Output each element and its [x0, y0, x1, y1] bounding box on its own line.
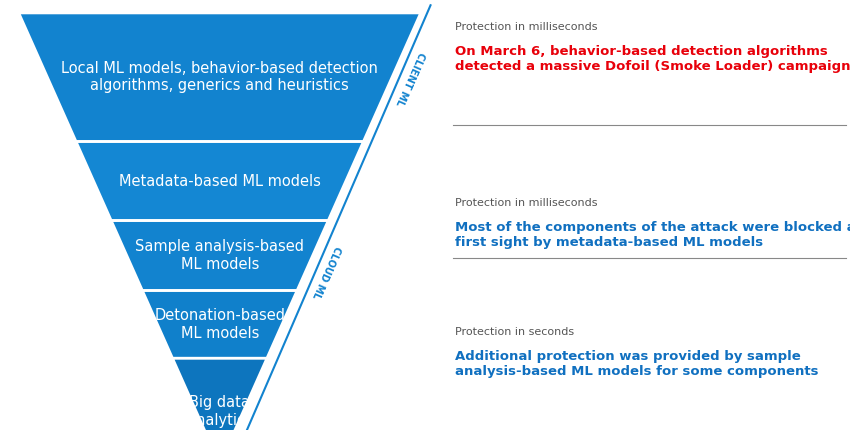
- Text: On March 6, behavior-based detection algorithms
detected a massive Dofoil (Smoke: On March 6, behavior-based detection alg…: [455, 45, 850, 73]
- Polygon shape: [76, 141, 364, 221]
- Text: Protection in milliseconds: Protection in milliseconds: [455, 22, 598, 31]
- Polygon shape: [142, 291, 298, 358]
- Text: Additional protection was provided by sample
analysis-based ML models for some c: Additional protection was provided by sa…: [455, 350, 819, 378]
- Text: CLIENT ML: CLIENT ML: [394, 50, 426, 107]
- Text: Sample analysis-based
ML models: Sample analysis-based ML models: [135, 240, 304, 272]
- Text: Big data
analytics: Big data analytics: [187, 395, 252, 427]
- Text: Most of the components of the attack were blocked at
first sight by metadata-bas: Most of the components of the attack wer…: [455, 221, 850, 249]
- Text: Metadata-based ML models: Metadata-based ML models: [119, 174, 320, 189]
- Text: Protection in seconds: Protection in seconds: [455, 327, 574, 337]
- Polygon shape: [173, 358, 267, 430]
- Polygon shape: [111, 221, 328, 291]
- Text: Detonation-based
ML models: Detonation-based ML models: [154, 308, 286, 341]
- Polygon shape: [19, 13, 421, 141]
- Text: Protection in milliseconds: Protection in milliseconds: [455, 198, 598, 208]
- Text: CLOUD ML: CLOUD ML: [311, 244, 343, 299]
- Text: Local ML models, behavior-based detection
algorithms, generics and heuristics: Local ML models, behavior-based detectio…: [61, 61, 378, 93]
